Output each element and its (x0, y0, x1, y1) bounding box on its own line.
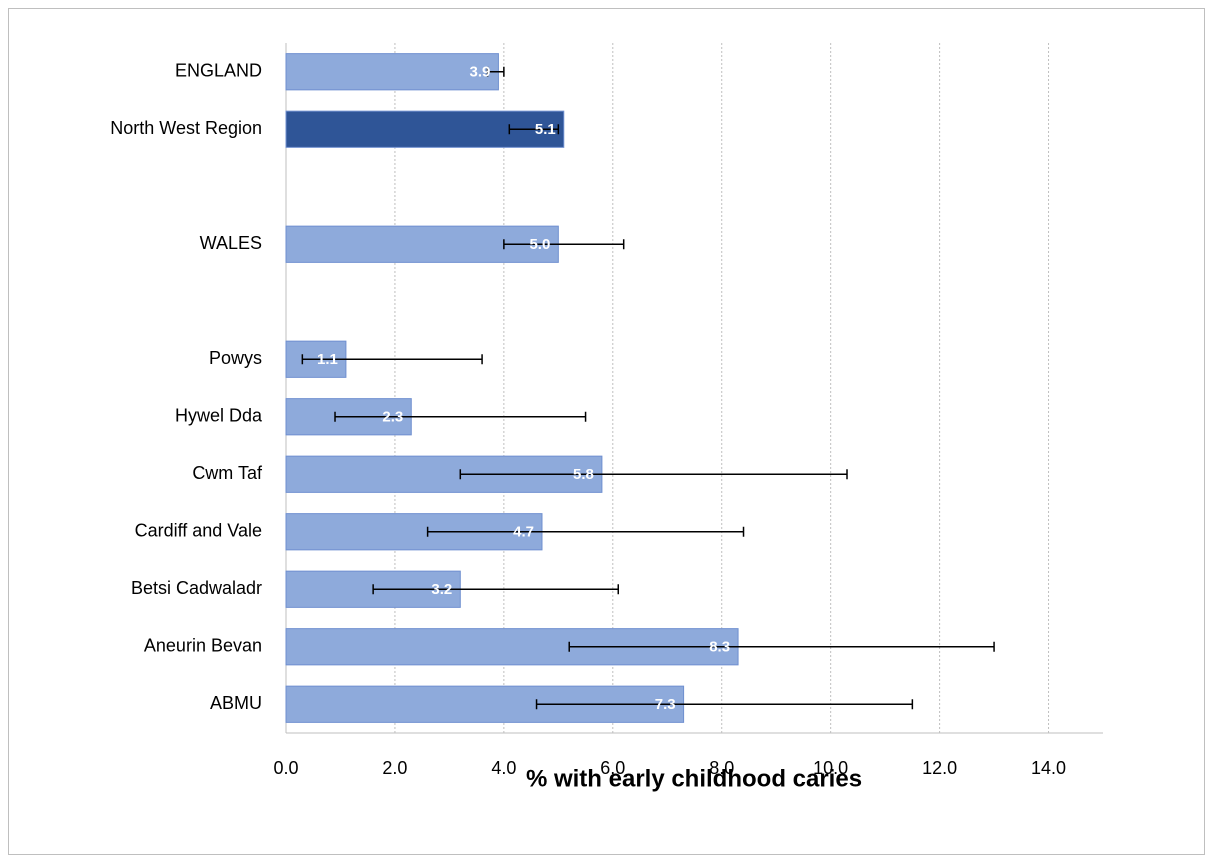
error-bar (459, 469, 848, 480)
category-label: WALES (200, 233, 262, 253)
value-label: 5.1 (535, 121, 556, 138)
category-label: Cwm Taf (192, 463, 263, 483)
error-bar (508, 124, 560, 135)
x-tick-label: 2.0 (382, 758, 407, 778)
value-label: 7.3 (655, 696, 676, 713)
value-label: 5.0 (529, 236, 550, 253)
value-label: 1.1 (317, 351, 338, 368)
error-bar (535, 699, 914, 710)
x-tick-label: 0.0 (273, 758, 298, 778)
error-bar (503, 239, 625, 250)
category-label: ABMU (210, 693, 262, 713)
category-label: ENGLAND (175, 61, 262, 81)
value-label: 8.3 (709, 639, 730, 656)
error-bar (486, 66, 505, 77)
category-label: Betsi Cadwaladr (131, 578, 262, 598)
value-label: 3.2 (431, 581, 452, 598)
value-label: 3.9 (470, 64, 491, 81)
x-tick-label: 12.0 (922, 758, 957, 778)
x-tick-label: 10.0 (813, 758, 848, 778)
error-bar (334, 411, 587, 422)
x-tick-label: 4.0 (491, 758, 516, 778)
error-bar (568, 641, 995, 652)
value-label: 2.3 (382, 409, 403, 426)
x-tick-label: 14.0 (1031, 758, 1066, 778)
value-label: 4.7 (513, 524, 534, 541)
error-bar (301, 354, 483, 365)
error-bar (426, 526, 745, 537)
category-label: Aneurin Bevan (144, 636, 262, 656)
x-tick-label: 8.0 (709, 758, 734, 778)
x-axis-title: % with early childhood caries (526, 765, 862, 792)
category-label: North West Region (110, 118, 262, 138)
category-label: Cardiff and Vale (135, 521, 262, 541)
value-label: 5.8 (573, 466, 594, 483)
category-label: Powys (209, 348, 262, 368)
category-label: Hywel Dda (175, 406, 263, 426)
bar (285, 53, 499, 91)
x-tick-label: 6.0 (600, 758, 625, 778)
error-bar (372, 584, 619, 595)
